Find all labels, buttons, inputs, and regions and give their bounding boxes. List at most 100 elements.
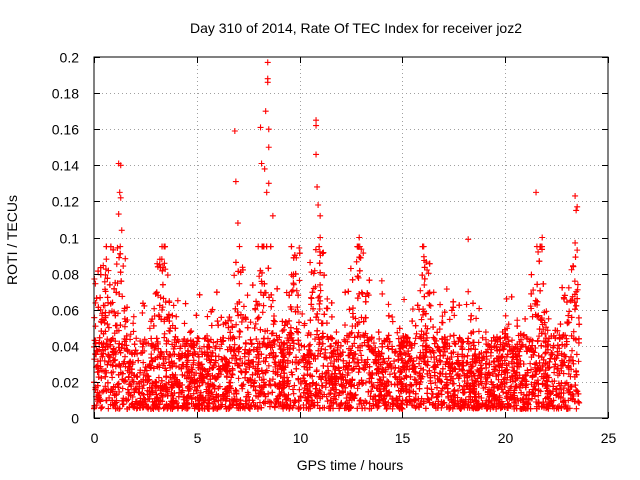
- data-point: [232, 259, 239, 266]
- data-point: [357, 254, 364, 261]
- data-point: [535, 387, 542, 394]
- data-point: [193, 312, 200, 319]
- data-point: [182, 300, 189, 307]
- data-point: [145, 377, 152, 384]
- data-point: [331, 390, 338, 397]
- data-point: [543, 374, 550, 381]
- data-point: [385, 301, 392, 308]
- data-point: [557, 321, 564, 328]
- data-point: [130, 320, 137, 327]
- data-point: [210, 396, 217, 403]
- data-point: [305, 393, 312, 400]
- data-point: [249, 397, 256, 404]
- data-point: [216, 383, 223, 390]
- data-point: [513, 375, 520, 382]
- data-point: [376, 350, 383, 357]
- data-point: [342, 384, 349, 391]
- data-point: [163, 373, 170, 380]
- data-point: [432, 379, 439, 386]
- data-point: [459, 345, 466, 352]
- data-point: [495, 399, 502, 406]
- data-point: [542, 330, 549, 337]
- data-point: [324, 295, 331, 302]
- data-point: [499, 381, 506, 388]
- data-point: [551, 378, 558, 385]
- data-point: [500, 339, 507, 346]
- data-point: [173, 313, 180, 320]
- data-point: [215, 322, 222, 329]
- data-point: [116, 388, 123, 395]
- data-point: [503, 340, 510, 347]
- data-point: [237, 355, 244, 362]
- data-point: [375, 356, 382, 363]
- data-point: [211, 385, 218, 392]
- data-point: [184, 337, 191, 344]
- data-point: [564, 319, 571, 326]
- data-point: [258, 278, 265, 285]
- data-point: [391, 381, 398, 388]
- data-point: [296, 319, 303, 326]
- data-point: [573, 351, 580, 358]
- data-point: [347, 381, 354, 388]
- data-point: [479, 334, 486, 341]
- data-point: [535, 352, 542, 359]
- data-point: [243, 400, 250, 407]
- data-point: [425, 396, 432, 403]
- data-point: [216, 366, 223, 373]
- data-point: [127, 331, 134, 338]
- data-point: [173, 363, 180, 370]
- data-point: [470, 339, 477, 346]
- data-point: [271, 313, 278, 320]
- data-point: [243, 393, 250, 400]
- data-point: [235, 312, 242, 319]
- data-point: [227, 329, 234, 336]
- data-point: [350, 314, 357, 321]
- data-point: [407, 398, 414, 405]
- data-point: [160, 360, 167, 367]
- data-point: [286, 292, 293, 299]
- data-point: [433, 337, 440, 344]
- data-point: [233, 321, 240, 328]
- data-point: [451, 365, 458, 372]
- data-point: [545, 341, 552, 348]
- data-point: [228, 374, 235, 381]
- data-point: [116, 361, 123, 368]
- data-point: [528, 305, 535, 312]
- data-point: [122, 255, 129, 262]
- data-point: [237, 368, 244, 375]
- data-point: [308, 269, 315, 276]
- data-point: [289, 386, 296, 393]
- data-point: [357, 347, 364, 354]
- data-point: [509, 364, 516, 371]
- data-point: [452, 341, 459, 348]
- data-point: [425, 270, 432, 277]
- data-point: [527, 360, 534, 367]
- data-point: [97, 357, 104, 364]
- data-point: [114, 244, 121, 251]
- data-point: [280, 326, 287, 333]
- data-point: [574, 388, 581, 395]
- data-point: [565, 363, 572, 370]
- data-point: [110, 357, 117, 364]
- data-point: [519, 378, 526, 385]
- data-point: [532, 344, 539, 351]
- data-point: [164, 314, 171, 321]
- data-point: [501, 375, 508, 382]
- data-point: [516, 384, 523, 391]
- data-point: [476, 305, 483, 312]
- data-point: [566, 308, 573, 315]
- data-point: [538, 330, 545, 337]
- data-point: [257, 267, 264, 274]
- data-point: [418, 316, 425, 323]
- data-point: [424, 390, 431, 397]
- data-point: [153, 289, 160, 296]
- data-point: [449, 368, 456, 375]
- data-point: [456, 302, 463, 309]
- data-point: [360, 318, 367, 325]
- data-point: [504, 405, 511, 412]
- data-point: [141, 367, 148, 374]
- data-point: [109, 374, 116, 381]
- data-point: [252, 306, 259, 313]
- data-point: [232, 352, 239, 359]
- data-point: [258, 404, 265, 411]
